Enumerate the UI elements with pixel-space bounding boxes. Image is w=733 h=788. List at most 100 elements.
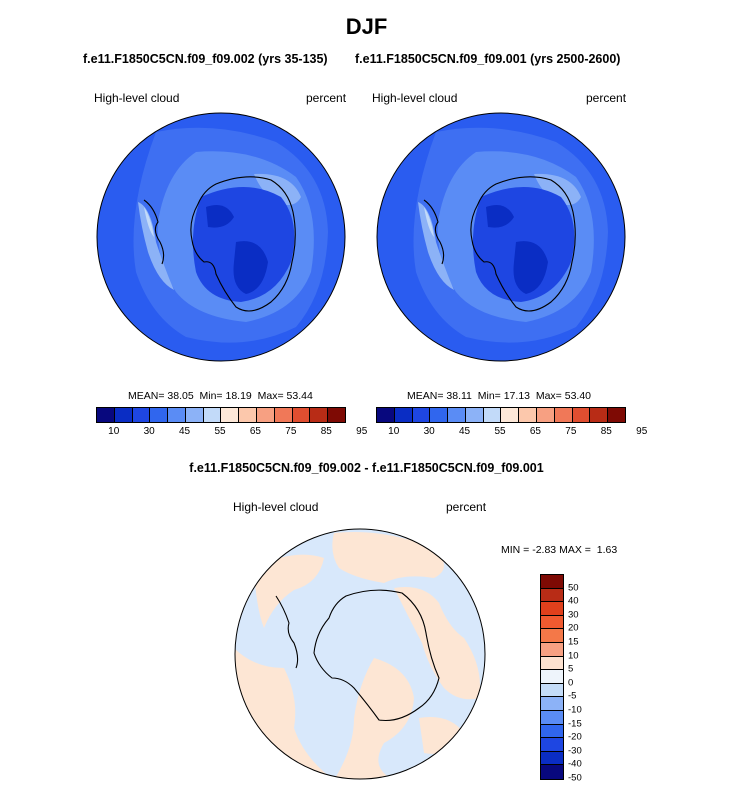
mean-label: MEAN= xyxy=(407,390,444,402)
antarctica-coastline xyxy=(470,176,576,312)
colorbar-box-5 xyxy=(185,408,204,422)
colorbar-box-13 xyxy=(541,751,563,766)
colorbar-box-6 xyxy=(483,408,502,422)
panel-right-stats: MEAN= 38.11 Min= 17.13 Max= 53.40 xyxy=(407,390,591,402)
colorbar-box-2 xyxy=(132,408,151,422)
colorbar-tick-label: 10 xyxy=(108,426,120,437)
antarctica-coastline xyxy=(190,176,296,312)
diff-variable-label: High-level cloud xyxy=(233,500,319,514)
colorbar-tick-label: 85 xyxy=(600,426,612,437)
colorbar-box-0 xyxy=(541,575,563,589)
min-label: Min= xyxy=(199,390,223,402)
mean-value: 38.05 xyxy=(167,390,194,402)
colorbar-box-10 xyxy=(274,408,293,422)
pale-cloud-patch xyxy=(254,173,301,206)
minimum-cloud-patch-2 xyxy=(206,204,234,228)
colorbar-tick-label: 20 xyxy=(568,622,579,634)
colorbar-tick-label: -5 xyxy=(568,690,577,702)
min-value: 17.13 xyxy=(503,390,530,402)
colorbar-tick-label: 30 xyxy=(143,426,155,437)
colorbar-box-12 xyxy=(541,738,563,752)
colorbar-box-5 xyxy=(541,642,563,657)
colorbar-tick-label: 40 xyxy=(568,595,579,607)
colorbar-tick-label: 95 xyxy=(636,426,648,437)
pale-cloud-peninsula xyxy=(138,202,174,290)
colorbar-box-11 xyxy=(541,724,563,739)
map-panel-difference xyxy=(234,528,486,780)
colorbar-box-0 xyxy=(377,408,395,422)
colorbar-box-12 xyxy=(590,408,609,422)
panel-left-units-label: percent xyxy=(306,91,347,105)
panel-left-stats: MEAN= 38.05 Min= 18.19 Max= 53.44 xyxy=(128,390,313,402)
colorbar-right-ticks: 10 30 45 55 65 75 85 95 xyxy=(376,426,647,440)
colorbar-box-4 xyxy=(168,408,186,422)
colorbar-tick-label: 45 xyxy=(459,426,471,437)
colorbar-box-9 xyxy=(541,697,563,711)
colorbar-box-10 xyxy=(541,710,563,725)
colorbar-box-9 xyxy=(537,408,555,422)
colorbar-box-5 xyxy=(465,408,484,422)
peninsula-coastline xyxy=(275,595,299,669)
panel-right-units-label: percent xyxy=(586,91,627,105)
map-border xyxy=(234,528,486,780)
mean-label: MEAN= xyxy=(128,390,165,402)
colorbar-box-11 xyxy=(292,408,311,422)
colorbar-tick-label: 5 xyxy=(568,663,574,675)
antarctica-coastline xyxy=(313,589,440,722)
max-label: Max= xyxy=(535,390,562,402)
map-border xyxy=(376,112,626,362)
min-value: 18.19 xyxy=(225,390,252,402)
diff-min-value: -2.83 xyxy=(532,544,557,556)
positive-difference-patch xyxy=(334,658,414,779)
colorbar-tick-label: 65 xyxy=(529,426,541,437)
panel-left-title: f.e11.F1850C5CN.f09_f09.002 (yrs 35-135) xyxy=(83,52,328,66)
colorbar-box-8 xyxy=(541,683,563,698)
colorbar-tick-label: 45 xyxy=(179,426,191,437)
colorbar-box-10 xyxy=(554,408,573,422)
colorbar-tick-label: 50 xyxy=(568,582,579,594)
colorbar-tick-label: -40 xyxy=(568,758,582,770)
minimum-cloud-patch xyxy=(513,241,548,294)
colorbar-tick-label: 65 xyxy=(249,426,261,437)
colorbar-box-8 xyxy=(239,408,258,422)
colorbar-tick-label: 55 xyxy=(494,426,506,437)
mean-value: 38.11 xyxy=(446,390,472,402)
colorbar-box-14 xyxy=(541,765,563,779)
colorbar-left xyxy=(96,407,346,423)
positive-difference-patch xyxy=(254,554,324,628)
colorbar-tick-label: 85 xyxy=(320,426,332,437)
colorbar-tick-label: -30 xyxy=(568,745,582,757)
colorbar-tick-label: 0 xyxy=(568,677,574,689)
panel-right-variable-label: High-level cloud xyxy=(372,91,458,105)
colorbar-box-3 xyxy=(541,615,563,630)
colorbar-tick-label: 15 xyxy=(568,636,579,648)
colorbar-tick-label: -10 xyxy=(568,704,582,716)
map-panel-left xyxy=(96,112,346,362)
map-border xyxy=(96,112,346,362)
pale-cloud-peninsula xyxy=(418,202,454,290)
pale-cloud-patch xyxy=(534,173,581,206)
diff-panel-title: f.e11.F1850C5CN.f09_f09.002 - f.e11.F185… xyxy=(189,461,544,475)
colorbar-box-2 xyxy=(412,408,431,422)
colorbar-box-3 xyxy=(150,408,169,422)
colorbar-box-9 xyxy=(257,408,275,422)
colorbar-box-12 xyxy=(310,408,329,422)
colorbar-difference-ticks: 50 40 30 20 15 10 5 0 -5 -10 -15 -20 -30 -40 -50 xyxy=(568,574,598,783)
colorbar-box-13 xyxy=(608,408,625,422)
colorbar-box-6 xyxy=(541,656,563,671)
positive-difference-patch xyxy=(332,532,444,583)
colorbar-tick-label: 75 xyxy=(565,426,577,437)
peninsula-coastline xyxy=(143,199,165,265)
colorbar-box-1 xyxy=(114,408,133,422)
colorbar-box-7 xyxy=(221,408,240,422)
colorbar-box-4 xyxy=(541,629,563,643)
very-pale-cloud-patch xyxy=(424,207,434,237)
colorbar-tick-label: -20 xyxy=(568,731,582,743)
colorbar-box-2 xyxy=(541,602,563,616)
colorbar-box-8 xyxy=(519,408,538,422)
colorbar-left-ticks: 10 30 45 55 65 75 85 95 xyxy=(96,426,367,440)
colorbar-box-6 xyxy=(203,408,222,422)
minimum-cloud-patch-2 xyxy=(486,204,514,228)
max-value: 53.40 xyxy=(564,390,592,402)
diff-max-label: MAX = xyxy=(559,544,591,556)
